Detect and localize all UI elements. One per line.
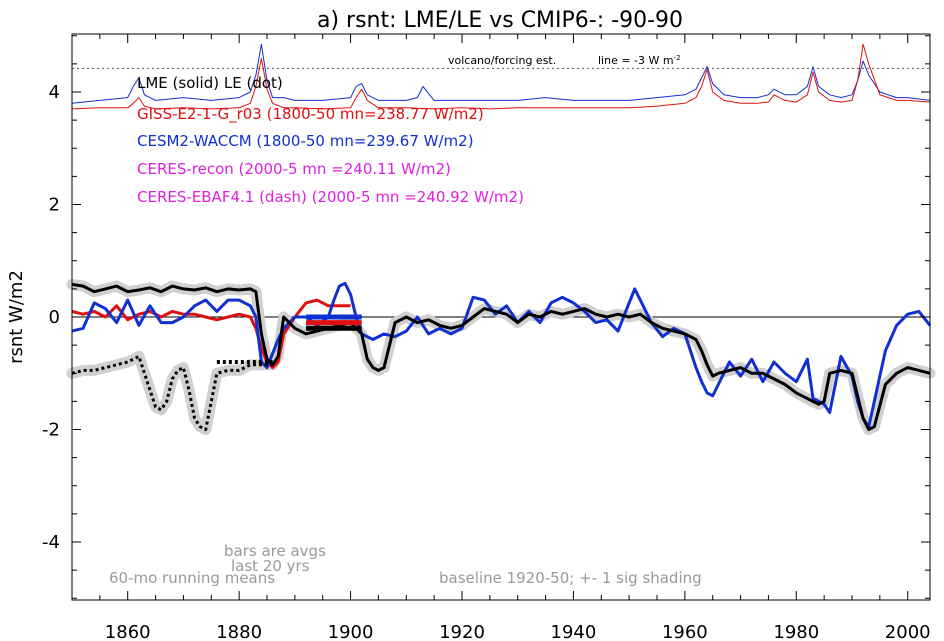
annotation-line-superscript: -2 xyxy=(674,54,681,62)
legend-ceres-ebaf: CERES-EBAF4.1 (dash) (2000-5 mn =240.92 … xyxy=(137,188,524,206)
shading-0 xyxy=(66,278,936,435)
annotation-line: line = -3 W m-2 xyxy=(598,54,681,67)
series-line-0 xyxy=(71,282,931,431)
y-tick-label-0: 0 xyxy=(49,307,60,328)
note-last-20-yrs: last 20 yrs xyxy=(231,557,310,575)
legend-giss: GISS-E2-1-G_r03 (1800-50 mn=238.77 W/m2) xyxy=(137,105,484,124)
y-tick-label--4: -4 xyxy=(42,532,60,553)
annotation-line-text: line = -3 W m xyxy=(598,54,674,67)
legend-lme-le: LME (solid) LE (dot) xyxy=(137,74,283,92)
y-tick-label--2: -2 xyxy=(42,420,60,441)
x-tick-label-1920: 1920 xyxy=(439,622,485,641)
y-axis-label: rsnt W/m2 xyxy=(6,270,27,364)
bars-group xyxy=(216,314,362,364)
x-tick-label-1960: 1960 xyxy=(662,622,708,641)
x-tick-label-2000: 2000 xyxy=(885,622,931,641)
x-tick-label-1940: 1940 xyxy=(551,622,597,641)
series-line-5 xyxy=(71,43,931,110)
legend-cesm2: CESM2-WACCM (1800-50 mn=239.67 W/m2) xyxy=(137,132,474,150)
legend-ceres-recon: CERES-recon (2000-5 mn =240.11 W/m2) xyxy=(137,160,451,178)
x-tick-label-1980: 1980 xyxy=(773,622,819,641)
series-line-2 xyxy=(71,298,351,370)
series-line-1 xyxy=(71,354,273,431)
note-running-means: 60-mo running means xyxy=(109,569,275,587)
x-tick-label-1900: 1900 xyxy=(328,622,374,641)
x-tick-label-1880: 1880 xyxy=(216,622,262,641)
annotation-volcano: volcano/forcing est. xyxy=(448,54,556,67)
axis-ticks: 1860 1880 1900 1920 1940 1960 1980 2000 -4 -2 0 2 4 xyxy=(42,34,931,641)
x-tick-label-1860: 1860 xyxy=(105,622,151,641)
series-line-3 xyxy=(71,281,932,429)
series-line-4 xyxy=(71,43,931,104)
chart-title: a) rsnt: LME/LE vs CMIP6-: -90-90 xyxy=(317,8,683,33)
note-baseline: baseline 1920-50; +- 1 sig shading xyxy=(439,569,702,587)
y-tick-label-2: 2 xyxy=(49,195,60,216)
plot-area xyxy=(66,43,936,435)
note-bars-avgs: bars are avgs xyxy=(224,542,326,560)
y-tick-label-4: 4 xyxy=(49,82,60,103)
